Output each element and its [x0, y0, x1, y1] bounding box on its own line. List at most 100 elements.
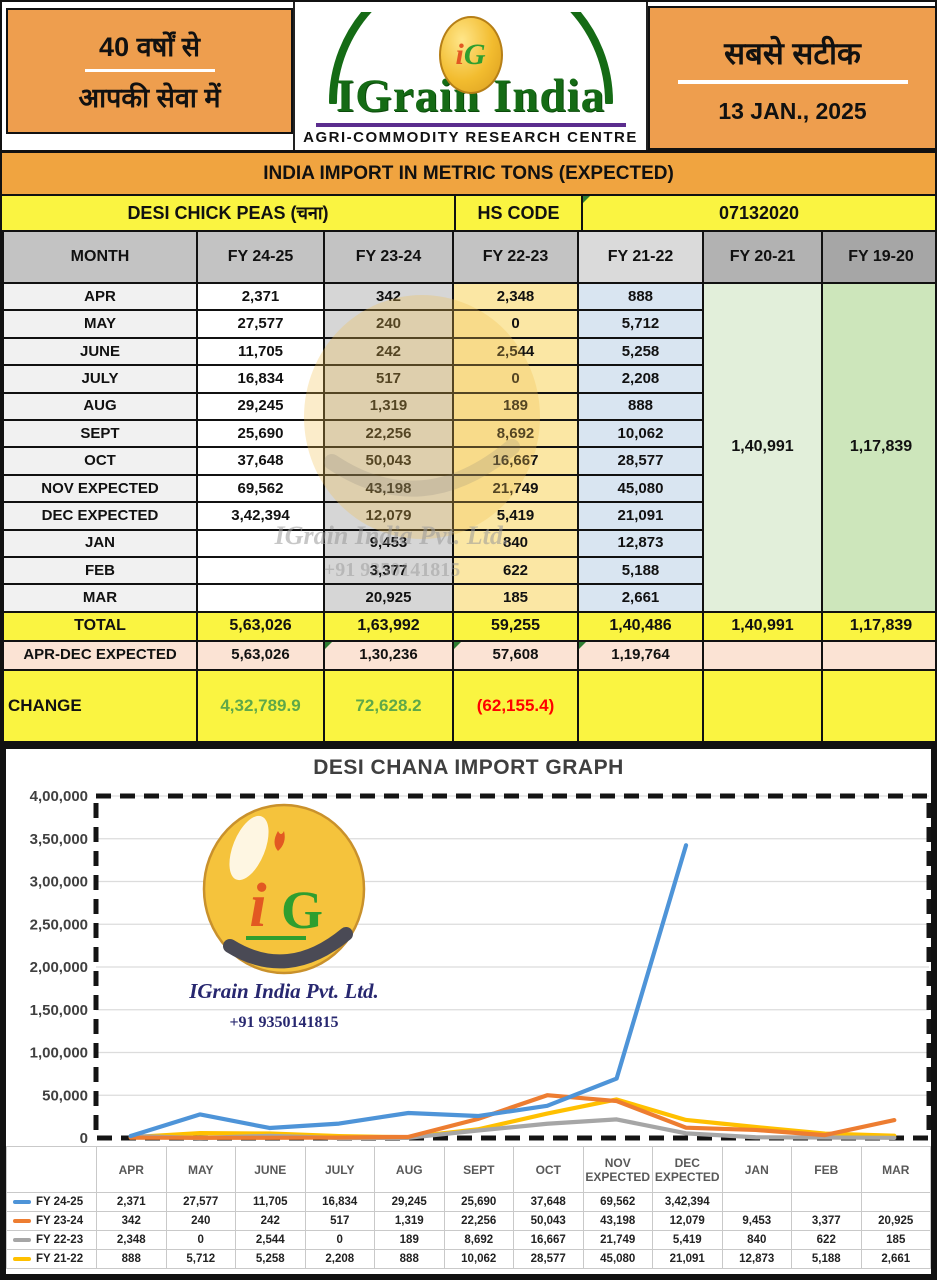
chart-table-value: 16,834: [304, 1192, 375, 1212]
legend-line-icon: [13, 1199, 31, 1204]
chart-table-value: 0: [304, 1230, 375, 1250]
total-value: 59,255: [454, 612, 577, 640]
chart-logo-g: G: [281, 880, 323, 940]
chart-table-value: 21,749: [582, 1230, 653, 1250]
value-fy21-22: 888: [579, 284, 702, 310]
y-axis-tick-label: 1,00,000: [30, 1045, 88, 1062]
value-fy21-22: 28,577: [579, 448, 702, 474]
value-fy24-25: [198, 585, 323, 611]
series-line-fy-23-24: [128, 1093, 897, 1140]
apr-dec-value: 1,19,764: [579, 641, 702, 669]
chart-data-table: APR MAY JUNE JULY AUG SEPT OCT NOV EXPECTED DEC …: [6, 1146, 931, 1274]
value-fy22-23: 16,667: [454, 448, 577, 474]
chart-table-value: 20,925: [860, 1211, 931, 1231]
y-axis-tick-label: 2,00,000: [30, 959, 88, 976]
value-fy24-25: 27,577: [198, 311, 323, 337]
x-axis-category-label: DEC EXPECTED: [652, 1146, 723, 1193]
value-fy24-25: [198, 557, 323, 584]
x-axis-category-label: MAY: [165, 1146, 236, 1193]
total-row-label: TOTAL: [4, 612, 196, 640]
chart-table-value: 28,577: [513, 1249, 584, 1269]
value-fy22-23: 21,749: [454, 475, 577, 502]
report-title: INDIA IMPORT IN METRIC TONS (EXPECTED): [263, 162, 674, 184]
chart-table-value: 2,208: [304, 1249, 375, 1269]
value-fy22-23: 185: [454, 585, 577, 611]
y-axis-tick-label: 0: [80, 1130, 88, 1146]
chart-legend-table: APR MAY JUNE JULY AUG SEPT OCT NOV EXPECTED DEC …: [6, 1146, 931, 1269]
value-fy22-23: 189: [454, 393, 577, 419]
x-axis-category-label: AUG: [374, 1146, 445, 1193]
legend-line-icon: [13, 1218, 31, 1223]
value-fy23-24: 1,319: [325, 393, 452, 419]
header: 40 वर्षों से आपकी सेवा में iG IGrain Ind…: [2, 2, 935, 150]
apr-dec-value: 5,63,026: [198, 641, 323, 669]
column-header-fy-19-20: FY 19-20: [823, 232, 935, 282]
chart-table-value: 2,544: [235, 1230, 306, 1250]
legend-entry-fy-21-22: FY 21-22: [6, 1249, 97, 1269]
chart-table-value: 11,705: [235, 1192, 306, 1212]
value-fy21-22: 888: [579, 393, 702, 419]
x-axis-category-label: FEB: [791, 1146, 862, 1193]
y-axis-tick-label: 3,50,000: [30, 831, 88, 848]
legend-entry-fy-22-23: FY 22-23: [6, 1230, 97, 1250]
value-fy21-22: 2,208: [579, 366, 702, 392]
value-fy21-22: 5,258: [579, 338, 702, 365]
month-label: AUG: [4, 393, 196, 419]
brand-underline: [315, 123, 626, 127]
value-fy21-22: 10,062: [579, 420, 702, 447]
value-fy22-23: 622: [454, 557, 577, 584]
legend-corner-cell: [6, 1146, 97, 1193]
header-right-panel: सबसे सटीक 13 JAN., 2025: [648, 6, 935, 150]
change-value: [823, 670, 935, 741]
value-fy24-25: 2,371: [198, 284, 323, 310]
chart-table-value: 240: [165, 1211, 236, 1231]
chart-table-value: 622: [791, 1230, 862, 1250]
chart-table-value: 27,577: [165, 1192, 236, 1212]
column-header-fy-23-24: FY 23-24: [325, 232, 452, 282]
chart-table-value: 21,091: [652, 1249, 723, 1269]
legend-line-icon: [13, 1256, 31, 1261]
header-brand-panel: iG IGrain India AGRI-COMMODITY RESEARCH …: [293, 2, 648, 150]
chart-table-value: 517: [304, 1211, 375, 1231]
chart-logo-i: i: [249, 872, 266, 940]
total-value: 1,63,992: [325, 612, 452, 640]
month-label: JULY: [4, 366, 196, 392]
series-line-fy-21-22: [128, 1097, 897, 1140]
column-header-fy-21-22: FY 21-22: [579, 232, 702, 282]
chart-table-value: 840: [721, 1230, 792, 1250]
chart-table-value: 242: [235, 1211, 306, 1231]
legend-entry-fy-24-25: FY 24-25: [6, 1192, 97, 1212]
fy20-21-merged-total: 1,40,991: [704, 284, 821, 611]
chart-table-value: 2,348: [96, 1230, 167, 1250]
chart-table-value: 43,198: [582, 1211, 653, 1231]
brand-arch-icon: [328, 12, 613, 104]
import-graph-section: DESI CHANA IMPORT GRAPH 0 50,000 1,00,000 1…: [2, 744, 935, 1278]
x-axis-category-label: JULY: [304, 1146, 375, 1193]
chart-table-value: [721, 1192, 792, 1212]
column-header-fy-20-21: FY 20-21: [704, 232, 821, 282]
header-left-line1: 40 वर्षों से: [99, 32, 200, 62]
chart-logo-flame: [274, 831, 285, 851]
chart-table-value: 5,712: [165, 1249, 236, 1269]
chart-table-value: 12,873: [721, 1249, 792, 1269]
chart-table-value: 37,648: [513, 1192, 584, 1212]
chart-table-value: 45,080: [582, 1249, 653, 1269]
x-axis-category-label: SEPT: [443, 1146, 514, 1193]
value-fy21-22: 2,661: [579, 585, 702, 611]
chart-table-value: 5,188: [791, 1249, 862, 1269]
value-fy23-24: 43,198: [325, 475, 452, 502]
change-value: 72,628.2: [325, 670, 452, 741]
value-fy22-23: 0: [454, 366, 577, 392]
value-fy21-22: 45,080: [579, 475, 702, 502]
x-axis-category-label: MAR: [860, 1146, 931, 1193]
ig-logo-icon: iG: [438, 16, 503, 94]
series-line-fy-24-25: [128, 843, 689, 1139]
apr-dec-value: 1,30,236: [325, 641, 452, 669]
column-header-fy-22-23: FY 22-23: [454, 232, 577, 282]
value-fy22-23: 0: [454, 311, 577, 337]
x-axis-category-label: APR: [96, 1146, 167, 1193]
value-fy23-24: 22,256: [325, 420, 452, 447]
chart-table-value: 185: [860, 1230, 931, 1250]
chart-table-value: 1,319: [374, 1211, 445, 1231]
change-value: 4,32,789.9: [198, 670, 323, 741]
